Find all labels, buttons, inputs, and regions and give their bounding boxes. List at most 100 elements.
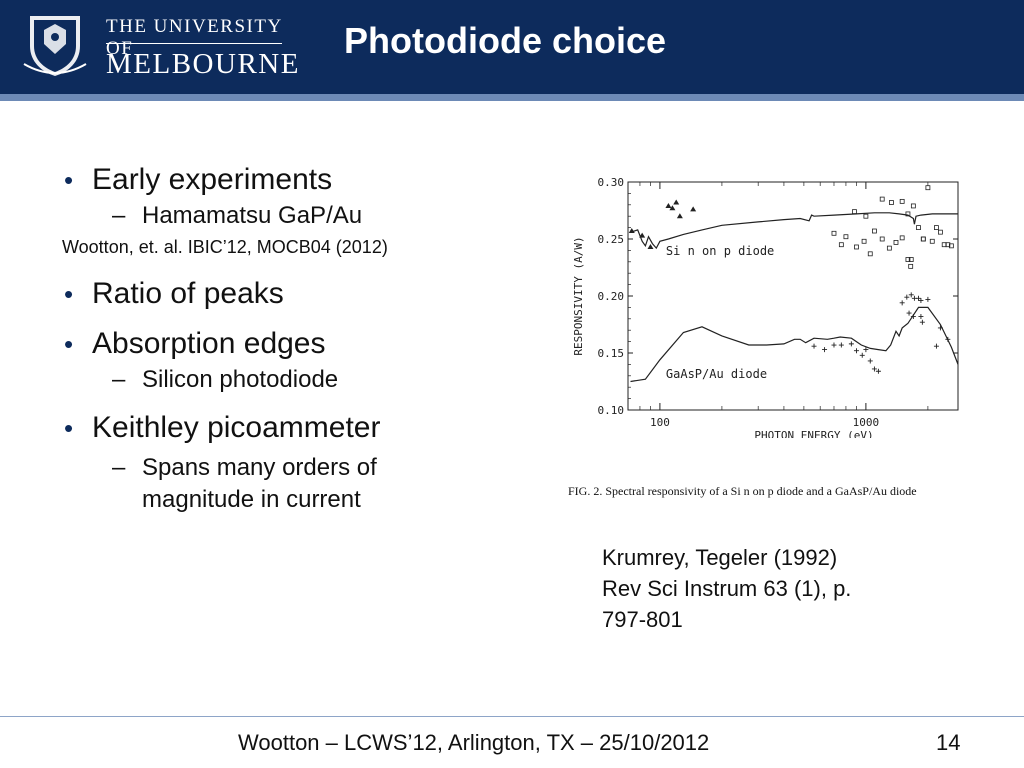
data-point-plus — [945, 336, 951, 342]
data-point-square — [938, 229, 943, 235]
sub-bullet-text: Hamamatsu GaP/Au — [142, 202, 363, 229]
data-point-square — [831, 230, 837, 236]
data-point-square — [872, 228, 877, 234]
bullet-item: • Keithley picoammeter — [60, 408, 530, 448]
data-point-plus — [853, 348, 859, 354]
data-point-square — [908, 263, 914, 269]
data-point-square — [893, 240, 899, 245]
sub-bullet-text: Silicon photodiode — [142, 366, 339, 393]
data-point-triangle — [647, 243, 654, 249]
data-point-plus — [811, 343, 817, 349]
data-point-square — [905, 257, 911, 262]
bullet-icon: • — [64, 413, 74, 443]
data-point-plus — [871, 366, 877, 372]
annotation-gaasp: GaAsP/Au diode — [666, 367, 767, 381]
data-point-square — [899, 235, 905, 241]
y-tick-label: 0.15 — [598, 347, 625, 360]
sub-bullet-text-continued: magnitude in current — [142, 486, 361, 513]
data-point-triangle — [673, 199, 680, 205]
data-point-plus — [910, 314, 916, 320]
data-point-triangle — [639, 232, 646, 238]
x-tick-label: 100 — [650, 416, 670, 429]
data-point-square — [879, 236, 885, 242]
data-point-plus — [908, 292, 914, 298]
data-point-square — [948, 243, 954, 249]
reference-line: 797-801 — [602, 607, 683, 632]
data-point-square — [925, 185, 931, 191]
annotation-si: Si n on p diode — [666, 244, 774, 258]
university-logo[interactable]: THE UNIVERSITY OF MELBOURNE — [20, 10, 298, 82]
series-line — [630, 212, 958, 250]
dash-icon: – — [112, 366, 126, 393]
data-point-plus — [863, 347, 869, 353]
data-point-triangle — [676, 213, 683, 219]
y-tick-label: 0.30 — [598, 176, 625, 189]
data-point-plus — [867, 358, 873, 364]
bullet-item: • Early experiments — [60, 160, 530, 200]
sub-bullet-item: – Silicon photodiode — [60, 364, 530, 396]
logo-divider — [106, 43, 282, 44]
header-bar: THE UNIVERSITY OF MELBOURNE Photodiode c… — [0, 0, 1024, 94]
bullet-icon: • — [64, 329, 74, 359]
sub-bullet-item: – Spans many orders of magnitude in curr… — [60, 452, 530, 516]
data-point-plus — [822, 347, 828, 353]
reference-line: Rev Sci Instrum 63 (1), p. — [602, 576, 852, 601]
data-point-square — [929, 238, 935, 244]
data-point-plus — [918, 314, 924, 320]
bullet-list: • Early experiments – Hamamatsu GaP/Au W… — [60, 160, 530, 516]
data-point-plus — [859, 352, 865, 358]
data-point-square — [861, 238, 867, 244]
data-point-plus — [848, 341, 854, 347]
data-point-square — [905, 211, 911, 217]
bullet-item: • Absorption edges — [60, 324, 530, 364]
slide-title: Photodiode choice — [344, 20, 667, 61]
sub-bullet-text: Spans many orders of — [142, 454, 377, 481]
citation-note: Wootton, et. al. IBIC’12, MOCB04 (2012) — [62, 237, 388, 257]
reference-block: Krumrey, Tegeler (1992) Rev Sci Instrum … — [602, 542, 932, 635]
bullet-text: Absorption edges — [92, 327, 326, 360]
data-point-square — [941, 242, 947, 248]
y-axis-label: RESPONSIVITY (A/W) — [572, 236, 585, 355]
data-point-square — [838, 242, 844, 248]
data-point-square — [910, 203, 916, 209]
footer-divider — [0, 716, 1024, 717]
data-point-plus — [875, 368, 881, 374]
data-point-square — [934, 225, 939, 230]
data-point-plus — [899, 300, 905, 306]
data-point-square — [879, 196, 885, 202]
data-point-triangle — [665, 202, 672, 208]
data-point-square — [920, 236, 926, 242]
y-tick-label: 0.25 — [598, 233, 625, 246]
reference-line: Krumrey, Tegeler (1992) — [602, 545, 838, 570]
data-point-square — [908, 257, 914, 262]
data-point-plus — [918, 298, 924, 304]
data-point-triangle — [690, 206, 697, 212]
data-point-triangle — [628, 228, 635, 234]
data-point-plus — [919, 319, 925, 325]
series-line — [630, 306, 959, 383]
bullet-icon: • — [64, 165, 74, 195]
data-point-square — [899, 198, 905, 204]
data-point-plus — [937, 325, 943, 331]
data-point-plus — [933, 343, 939, 349]
sub-bullet-item: – Hamamatsu GaP/Au — [60, 200, 530, 232]
data-point-square — [863, 213, 869, 219]
bullet-text: Keithley picoammeter — [92, 411, 381, 444]
figure-caption: FIG. 2. Spectral responsivity of a Si n … — [568, 484, 917, 498]
y-tick-label: 0.20 — [598, 290, 625, 303]
data-point-square — [916, 225, 921, 230]
data-point-plus — [904, 294, 910, 300]
data-point-plus — [925, 296, 931, 302]
y-tick-label: 0.10 — [598, 404, 625, 417]
data-point-square — [920, 236, 926, 242]
data-point-triangle — [669, 205, 676, 211]
data-point-square — [889, 200, 894, 205]
logo-text-bottom: MELBOURNE — [106, 48, 300, 80]
page-number: 14 — [936, 730, 961, 755]
footer-text: Wootton – LCWS’12, Arlington, TX – 25/10… — [238, 730, 710, 755]
x-axis-label: PHOTON ENERGY (eV) — [754, 429, 873, 438]
data-point-plus — [906, 310, 912, 316]
bullet-text: Ratio of peaks — [92, 277, 284, 310]
data-point-square — [854, 244, 859, 250]
dash-icon: – — [112, 202, 126, 229]
